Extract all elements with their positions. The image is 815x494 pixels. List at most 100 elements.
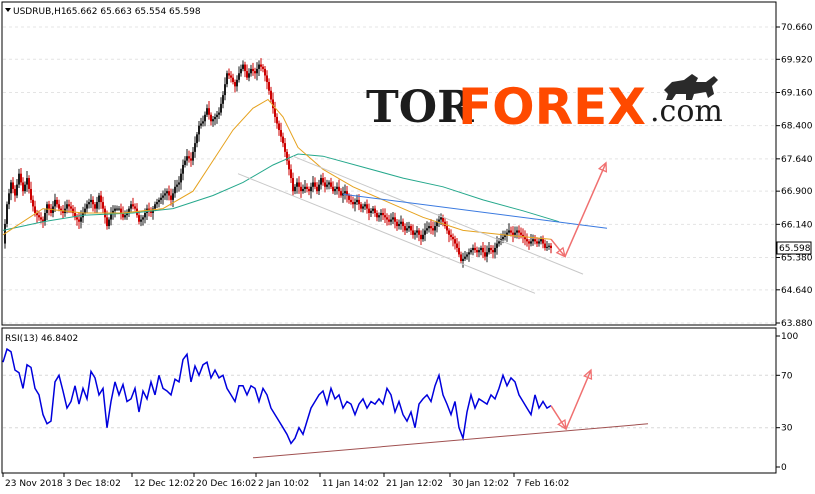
candle-body xyxy=(300,186,302,192)
candle-body xyxy=(236,79,238,87)
current-price-box xyxy=(776,241,812,255)
candle-body xyxy=(18,173,20,185)
candle-body xyxy=(258,64,260,69)
candle-body xyxy=(392,217,394,220)
candle-body xyxy=(200,123,202,126)
candle-body xyxy=(376,212,378,218)
logo-text-forex: FOREX xyxy=(458,78,646,136)
candle-body xyxy=(188,156,190,159)
candle-body xyxy=(418,230,420,235)
time-tick-label: 11 Jan 14:02 xyxy=(322,479,379,489)
candle-body xyxy=(512,232,514,235)
candle-body xyxy=(176,184,178,187)
candle-body xyxy=(380,212,382,216)
candle-body xyxy=(402,221,404,227)
candle-body xyxy=(256,68,258,74)
candle-body xyxy=(120,208,122,213)
candle-body xyxy=(390,219,392,222)
candle-body xyxy=(548,245,550,247)
candle-body xyxy=(472,247,474,251)
candle-body xyxy=(196,134,198,144)
candle-body xyxy=(128,208,130,213)
candle-body xyxy=(216,114,218,117)
rsi-arrow-down xyxy=(550,405,567,430)
candle-body xyxy=(112,210,114,213)
candle-body xyxy=(60,208,62,211)
price-tick-label: 69.920 xyxy=(781,55,813,65)
candle-body xyxy=(262,66,264,69)
candle-body xyxy=(484,252,486,257)
candle-body xyxy=(386,217,388,220)
price-tick-label: 66.900 xyxy=(781,187,813,197)
candle-body xyxy=(314,182,316,187)
candle-body xyxy=(410,226,412,231)
candle-body xyxy=(326,184,328,187)
candle-body xyxy=(440,217,442,220)
candle-body xyxy=(114,208,116,211)
candle-body xyxy=(450,234,452,237)
candle-body xyxy=(448,230,450,235)
candle-body xyxy=(514,232,516,235)
candle-body xyxy=(12,182,14,189)
candle-body xyxy=(328,182,330,185)
candle-body xyxy=(544,243,546,248)
time-tick-label: 30 Jan 12:02 xyxy=(452,479,509,489)
candle-body xyxy=(198,125,200,135)
candle-body xyxy=(230,75,232,78)
candle-body xyxy=(70,206,72,209)
candle-body xyxy=(90,199,92,203)
candle-body xyxy=(266,75,268,83)
resistance-line xyxy=(342,193,608,229)
candle-body xyxy=(458,247,460,255)
rsi-tick-label: 70 xyxy=(781,371,793,381)
candle-body xyxy=(340,191,342,196)
moving-average-fast xyxy=(2,98,552,240)
price-series xyxy=(2,58,608,294)
candle-body xyxy=(278,123,280,131)
rsi-panel[interactable] xyxy=(1,327,777,474)
candle-body xyxy=(414,232,416,235)
candle-body xyxy=(310,186,312,192)
candle-body xyxy=(362,206,364,209)
candle-body xyxy=(248,73,250,78)
candle-body xyxy=(6,204,8,224)
candle-body xyxy=(102,202,104,209)
candle-body xyxy=(204,114,206,122)
price-panel[interactable] xyxy=(1,1,777,326)
current-price-label: 65.598 xyxy=(779,244,811,254)
candle-body xyxy=(428,226,430,229)
candle-body xyxy=(214,116,216,120)
candle-body xyxy=(202,121,204,124)
candle-body xyxy=(538,241,540,244)
candle-body xyxy=(180,173,182,183)
candle-body xyxy=(350,199,352,203)
candle-body xyxy=(520,232,522,235)
rsi-support-line xyxy=(252,423,649,459)
candle-body xyxy=(302,188,304,192)
candle-body xyxy=(496,243,498,248)
candle-body xyxy=(168,191,170,196)
candle-body xyxy=(506,232,508,235)
candle-body xyxy=(240,68,242,74)
candle-body xyxy=(492,250,494,253)
candle-body xyxy=(110,212,112,220)
price-gridlines xyxy=(3,26,776,324)
candle-body xyxy=(476,250,478,253)
candle-body xyxy=(130,204,132,209)
candle-body xyxy=(316,186,318,192)
candle-body xyxy=(66,204,68,209)
candle-body xyxy=(72,208,74,213)
candle-body xyxy=(170,195,172,200)
candle-body xyxy=(296,182,298,187)
candle-body xyxy=(408,226,410,229)
candle-body xyxy=(222,95,224,104)
candle-body xyxy=(366,204,368,209)
rsi-tick-label: 30 xyxy=(781,424,793,434)
candle-body xyxy=(292,178,294,192)
candle-body xyxy=(318,184,320,192)
candle-body xyxy=(346,191,348,196)
candle-body xyxy=(534,239,536,242)
candle-body xyxy=(502,236,504,240)
candle-body xyxy=(462,258,464,262)
